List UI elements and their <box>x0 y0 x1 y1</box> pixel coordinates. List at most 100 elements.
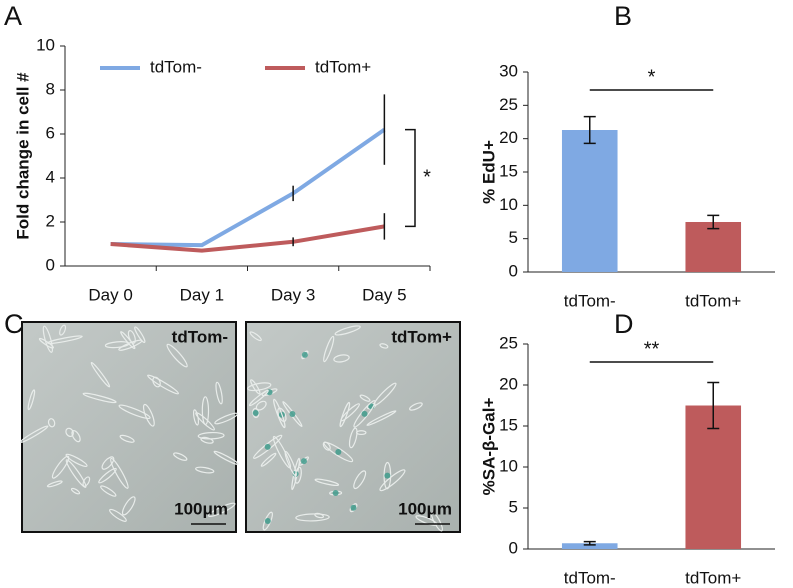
stained-cell <box>384 472 391 479</box>
cell <box>166 343 188 368</box>
micrograph <box>245 321 461 533</box>
stained-cell <box>335 448 342 455</box>
cell <box>334 325 361 336</box>
y-tick-label: 20 <box>499 374 518 393</box>
cell <box>409 402 423 411</box>
significance-mark: * <box>423 166 431 188</box>
x-tick-label: Day 5 <box>362 285 406 304</box>
cell <box>284 450 297 477</box>
image-label: tdTom+ <box>391 327 452 346</box>
y-axis-title: Fold change in cell # <box>13 72 32 240</box>
y-tick-label: 20 <box>499 128 518 147</box>
bar <box>685 222 742 272</box>
cell <box>173 452 188 461</box>
cell <box>134 326 146 343</box>
stained-cell <box>289 411 296 418</box>
cell <box>249 331 262 342</box>
cell <box>195 466 215 474</box>
stained-cell <box>301 351 308 358</box>
cell <box>38 337 54 349</box>
y-axis-title: % EdU+ <box>479 140 498 204</box>
cell <box>90 361 111 388</box>
cell <box>250 379 261 395</box>
cell <box>248 389 269 407</box>
cell <box>207 502 236 518</box>
cell <box>359 394 371 402</box>
stained-cell <box>300 458 307 465</box>
panel-letter: D <box>614 309 634 339</box>
cell <box>214 412 239 425</box>
stained-cell <box>264 518 271 525</box>
cell <box>295 513 330 522</box>
cell <box>59 324 67 336</box>
error-bar <box>707 214 720 230</box>
x-tick-label: tdTom- <box>564 568 616 587</box>
panel-letter: B <box>614 1 632 31</box>
cell <box>51 455 70 479</box>
cell <box>109 508 127 522</box>
stained-cell <box>264 443 271 450</box>
y-tick-label: 6 <box>46 123 55 142</box>
cell <box>65 427 74 438</box>
significance-mark: * <box>648 66 656 88</box>
cell <box>430 511 443 532</box>
cell <box>110 457 129 489</box>
y-tick-label: 10 <box>499 195 518 214</box>
cell <box>19 425 49 443</box>
cell <box>101 456 115 470</box>
y-tick-label: 8 <box>46 79 55 98</box>
panel-letter: A <box>4 1 22 31</box>
cell <box>247 382 272 392</box>
bar <box>561 543 618 549</box>
cell <box>104 341 130 349</box>
significance-bracket <box>405 128 416 228</box>
y-tick-label: 5 <box>509 497 518 516</box>
cell <box>333 354 350 363</box>
y-tick-label: 2 <box>46 211 55 230</box>
y-tick-label: 10 <box>36 35 55 54</box>
cell <box>47 418 56 428</box>
cell <box>348 427 358 449</box>
cell <box>70 487 81 495</box>
error-bar <box>583 540 596 546</box>
error-bar <box>583 115 596 145</box>
x-tick-label: Day 1 <box>180 285 224 304</box>
cell <box>147 374 179 395</box>
cell <box>379 343 389 349</box>
cell <box>353 400 376 428</box>
cell <box>356 430 367 436</box>
cell <box>314 478 340 486</box>
cell <box>201 396 210 426</box>
cell <box>47 335 83 345</box>
x-tick-label: tdTom+ <box>685 291 741 310</box>
cell <box>255 400 267 411</box>
cell <box>142 403 155 427</box>
cell <box>82 392 117 404</box>
series-line <box>110 224 385 253</box>
x-tick-label: Day 3 <box>271 285 315 304</box>
y-tick-label: 0 <box>46 255 55 274</box>
scale-label: 100μm <box>174 499 228 518</box>
cell <box>366 410 397 426</box>
y-tick-label: 15 <box>499 415 518 434</box>
image-label: tdTom- <box>172 327 228 346</box>
cell <box>215 381 223 405</box>
bar <box>561 130 618 272</box>
x-tick-label: tdTom- <box>564 291 616 310</box>
y-axis-title: %SA-β-Gal+ <box>479 398 498 496</box>
cell <box>119 434 135 443</box>
y-tick-label: 10 <box>499 456 518 475</box>
x-tick-label: tdTom+ <box>685 568 741 587</box>
panel-letter: C <box>4 309 24 339</box>
scale-label: 100μm <box>398 499 452 518</box>
cell <box>98 467 117 484</box>
cell <box>294 466 302 484</box>
cell <box>65 459 87 488</box>
cell <box>65 453 88 468</box>
micrograph <box>21 321 237 533</box>
legend-label: tdTom+ <box>315 57 371 76</box>
cell <box>322 441 331 451</box>
cell <box>213 450 239 465</box>
error-bar <box>707 381 720 430</box>
y-tick-label: 5 <box>509 228 518 247</box>
